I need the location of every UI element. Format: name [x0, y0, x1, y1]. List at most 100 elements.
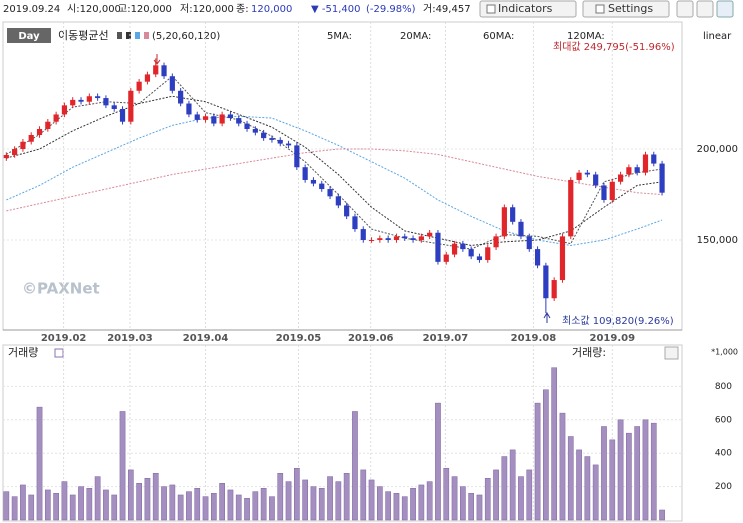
quote-high: 고:120,000: [118, 4, 172, 15]
quote-volume: 거:49,457: [423, 3, 471, 15]
candle-body: [493, 236, 499, 248]
candle-body: [12, 149, 18, 156]
volume-bar: [543, 389, 549, 521]
button-icon: [595, 4, 605, 14]
tool-button[interactable]: [676, 0, 694, 18]
button-label: Indicators: [498, 2, 553, 15]
volume-bar: [86, 488, 93, 521]
candle-body: [443, 254, 449, 262]
candle-body: [144, 74, 151, 82]
candle-body: [70, 99, 76, 106]
watermark: ©PAXNet: [22, 280, 100, 298]
indicators-button[interactable]: Indicators: [479, 0, 577, 18]
tool-button[interactable]: [696, 0, 714, 18]
candle-body: [476, 256, 483, 261]
volume-bar: [3, 491, 10, 521]
candle-body: [319, 183, 325, 190]
quote-open: 시:120,000: [67, 3, 121, 15]
volume-bar: [136, 483, 142, 521]
candle-body: [53, 114, 59, 122]
volume-bar: [219, 483, 225, 521]
volume-bar: [144, 478, 151, 521]
candle-body: [236, 118, 242, 124]
volume-bar: [293, 467, 300, 521]
volume-bar: [650, 422, 657, 521]
volume-bar: [609, 439, 616, 521]
candle-body: [360, 229, 366, 241]
candle-body: [153, 65, 159, 75]
volume-bar: [194, 488, 201, 521]
volume-bar: [28, 494, 35, 521]
candle-body: [294, 145, 300, 168]
volume-bar: [44, 489, 51, 521]
volume-bar: [210, 493, 217, 521]
volume-bar: [11, 496, 18, 521]
candle-body: [410, 238, 416, 241]
candle-body: [95, 96, 101, 99]
volume-bar: [534, 402, 541, 521]
candle-body: [418, 236, 424, 241]
candle-body: [601, 185, 607, 200]
scale-label: linear: [703, 31, 732, 42]
quote-close: 120,000: [251, 4, 292, 15]
settings-button[interactable]: Settings: [582, 0, 670, 18]
x-tick-label: 2019.05: [276, 333, 322, 344]
moving-average-line: [6, 95, 663, 246]
y-tick-label: 200: [715, 482, 732, 492]
candle-body: [28, 135, 34, 142]
volume-bar: [443, 467, 450, 521]
volume-bar: [526, 469, 533, 521]
candle-body: [609, 181, 615, 200]
y-tick-label: 600: [715, 415, 732, 425]
candle-body: [451, 243, 458, 255]
volume-bar: [186, 491, 192, 521]
volume-bar: [69, 494, 76, 521]
legend-entry: 20MA:: [400, 31, 431, 42]
y-tick-label: 400: [715, 449, 732, 459]
volume-bar: [111, 494, 118, 521]
candle-body: [651, 154, 657, 164]
volume-bar: [460, 486, 466, 521]
candle-body: [335, 196, 341, 206]
volume-bar: [493, 469, 499, 521]
candle-body: [161, 65, 167, 77]
indicator-swatches: [117, 32, 149, 39]
candle-body: [534, 249, 541, 266]
quote-date: 2019.09.24: [3, 4, 60, 15]
volume-bar: [352, 411, 358, 521]
volume-bar: [302, 479, 308, 521]
candle-body: [518, 221, 524, 237]
candle-body: [20, 141, 26, 150]
volume-bar: [235, 494, 242, 521]
volume-bar: [260, 488, 267, 521]
volume-bar: [277, 472, 284, 521]
volume-bar: [584, 456, 591, 521]
volume-bar: [592, 464, 599, 521]
volume-bar: [343, 472, 350, 521]
volume-bar: [269, 496, 275, 521]
volume-bar: [509, 449, 516, 521]
volume-bar: [360, 469, 367, 521]
tool-button[interactable]: [716, 0, 734, 18]
volume-bar: [53, 493, 59, 521]
candle-body: [252, 129, 258, 133]
volume-bar: [559, 412, 566, 521]
volume-bar: [484, 478, 491, 521]
candle-body: [526, 236, 532, 250]
volume-bar: [626, 432, 632, 521]
candle-body: [211, 116, 217, 124]
close-panel-button[interactable]: [664, 346, 679, 360]
x-tick-label: 2019.09: [590, 333, 636, 344]
quote-bar: 2019.09.24 시:120,000 고:120,000 저:120,000…: [3, 3, 471, 15]
candle-body: [584, 172, 590, 175]
swatch: [126, 32, 131, 39]
legend-entry: 60MA:: [483, 31, 514, 42]
y-tick-label: 200,000: [697, 144, 738, 155]
volume-bar: [285, 481, 292, 521]
x-tick-label: 2019.02: [41, 333, 87, 344]
quote-close-label: 종:: [236, 3, 249, 15]
x-tick-label: 2019.03: [107, 333, 153, 344]
candle-body: [642, 154, 649, 173]
volume-bar: [335, 481, 342, 521]
period-label: Day: [18, 31, 40, 42]
